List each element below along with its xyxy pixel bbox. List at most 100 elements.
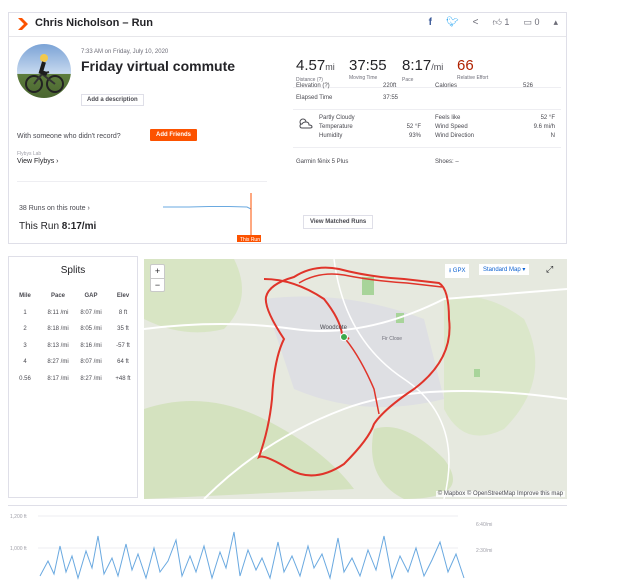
pace-label: Pace <box>402 77 414 83</box>
activity-name: Friday virtual commute <box>81 58 236 74</box>
zoom-controls: + − <box>150 264 165 292</box>
split-mile: 0.56 <box>19 376 31 382</box>
wind-direction-label: Wind Direction <box>435 133 475 139</box>
place-label-woodcote: Woodcote <box>320 325 348 331</box>
kudos-count: 1 <box>504 17 510 27</box>
moving-time-value: 37:55 <box>349 57 387 74</box>
distance-stat: 4.57mi Distance (?) <box>296 58 335 83</box>
caret-down-icon: ▾ <box>522 267 526 273</box>
runs-on-route-label: 38 Runs on this route <box>19 205 86 212</box>
elapsed-time-value: 37:55 <box>383 95 399 101</box>
activity-header-title: Chris Nicholson – Run <box>35 17 153 29</box>
comments-button[interactable]: ▭ 0 <box>523 17 540 27</box>
split-pace: 8:11 /mi <box>47 310 69 316</box>
split-gap: 8:27 /mi <box>80 376 102 382</box>
gpx-download-button[interactable]: ⭳ GPX <box>445 264 470 278</box>
splits-col-pace: Pace <box>50 293 65 299</box>
calories-label: Calories <box>435 83 458 89</box>
elev-axis-label: 1,000 ft <box>10 546 27 552</box>
splits-row: 1 8:11 /mi 8:07 /mi 8 ft <box>9 310 137 318</box>
divider <box>293 109 561 110</box>
wind-direction-value: N <box>550 133 555 139</box>
splits-header: Mile Pace GAP Elev <box>9 293 137 302</box>
avatar[interactable] <box>17 44 71 98</box>
humidity-label: Humidity <box>319 133 343 139</box>
split-elev: 8 ft <box>118 310 128 316</box>
partly-cloudy-icon <box>299 118 313 129</box>
pace-axis-label: 6:40/mi <box>476 522 492 528</box>
view-flybys-link[interactable]: View Flybys › <box>17 158 59 165</box>
map-style-label: Standard Map <box>483 267 521 273</box>
split-elev: +48 ft <box>115 376 131 382</box>
split-elev: 35 ft <box>117 326 129 332</box>
map-canvas[interactable]: Woodcote Fir Close <box>144 259 567 499</box>
splits-col-elev: Elev <box>116 293 130 299</box>
wind-speed-label: Wind Speed <box>435 124 468 130</box>
wind-speed-value: 9.6 mi/h <box>533 124 555 130</box>
this-run-value: 8:17/mi <box>61 221 97 232</box>
relative-effort-value: 66 <box>457 57 474 74</box>
gpx-label: GPX <box>452 268 466 274</box>
split-gap: 8:07 /mi <box>80 359 102 365</box>
device-name: Garmin fēnix 5 Plus <box>296 159 349 165</box>
feels-like-value: 52 °F <box>540 115 555 121</box>
split-gap: 8:05 /mi <box>80 326 102 332</box>
pace-unit: /mi <box>431 62 444 72</box>
map-attribution[interactable]: © Mapbox © OpenStreetMap Improve this ma… <box>435 491 565 497</box>
elevation-value: 220ft <box>383 83 397 89</box>
strava-chevron-icon <box>18 18 28 30</box>
add-description-button[interactable]: Add a description <box>81 94 144 106</box>
temperature-value: 52 °F <box>406 124 421 130</box>
header-actions: f 🐦︎ < 👍︎ 1 ▭ 0 ▴ <box>429 17 558 28</box>
split-gap: 8:16 /mi <box>80 343 102 349</box>
pace-axis-label: 2:30/mi <box>476 548 492 554</box>
share-icon[interactable]: < <box>472 17 479 28</box>
relative-effort-stat[interactable]: 66 Relative Effort <box>457 58 488 81</box>
split-gap: 8:07 /mi <box>80 310 102 316</box>
map-style-select[interactable]: Standard Map ▾ <box>479 264 530 275</box>
temperature-label: Temperature <box>319 124 353 130</box>
chevron-up-icon[interactable]: ▴ <box>553 17 558 27</box>
distance-label: Distance (?) <box>296 77 323 83</box>
elevation-chart: 1,200 ft 1,000 ft 6:40/mi 2:30/mi <box>8 505 567 580</box>
split-pace: 8:13 /mi <box>47 343 69 349</box>
splits-row: 3 8:13 /mi 8:16 /mi -57 ft <box>9 343 137 351</box>
chevron-right-icon: › <box>56 158 59 165</box>
zoom-in-button[interactable]: + <box>154 266 161 276</box>
zoom-out-button[interactable]: − <box>151 278 164 292</box>
view-matched-runs-button[interactable]: View Matched Runs <box>303 215 374 229</box>
this-run-marker-label: This Run <box>240 237 260 243</box>
cyclist-photo <box>25 54 64 93</box>
feels-like-label: Feels like <box>435 115 461 121</box>
matched-runs-chart: This Run <box>163 193 261 243</box>
activity-card: Chris Nicholson – Run f 🐦︎ < 👍︎ 1 ▭ 0 ▴ … <box>8 12 567 244</box>
route-map[interactable]: Woodcote Fir Close + − ⭳ GPX Standard Ma… <box>144 259 567 499</box>
elevation-label: Elevation (?) <box>296 83 330 89</box>
divider <box>293 147 561 148</box>
activity-date: 7:33 AM on Friday, July 10, 2020 <box>81 49 169 55</box>
weather-condition: Partly Cloudy <box>319 115 355 121</box>
relative-effort-label: Relative Effort <box>457 75 489 81</box>
runs-on-route-link[interactable]: 38 Runs on this route › <box>19 205 90 212</box>
splits-row: 4 8:27 /mi 8:07 /mi 64 ft <box>9 359 137 367</box>
splits-col-gap: GAP <box>84 293 98 299</box>
divider <box>293 87 561 88</box>
distance-value: 4.57 <box>296 57 326 74</box>
splits-title: Splits <box>60 265 86 276</box>
twitter-icon[interactable]: 🐦︎ <box>445 17 459 28</box>
activity-header: Chris Nicholson – Run f 🐦︎ < 👍︎ 1 ▭ 0 ▴ <box>9 13 566 37</box>
elev-axis-label: 1,200 ft <box>10 514 27 520</box>
download-icon: ⭳ <box>449 268 452 274</box>
split-elev: 64 ft <box>117 359 129 365</box>
calories-value: 526 <box>523 83 534 89</box>
kudos-button[interactable]: 👍︎ 1 <box>492 17 510 27</box>
chevron-right-icon: › <box>87 205 90 212</box>
split-pace: 8:17 /mi <box>47 376 69 382</box>
add-friends-button[interactable]: Add Friends <box>150 129 198 141</box>
fullscreen-icon[interactable]: ⤢ <box>546 264 554 274</box>
moving-time-stat: 37:55 Moving Time <box>349 58 387 81</box>
divider <box>17 181 267 182</box>
facebook-icon[interactable]: f <box>428 17 432 28</box>
pace-line <box>39 531 465 580</box>
flybys-caption: Flybys Lab <box>17 151 42 157</box>
